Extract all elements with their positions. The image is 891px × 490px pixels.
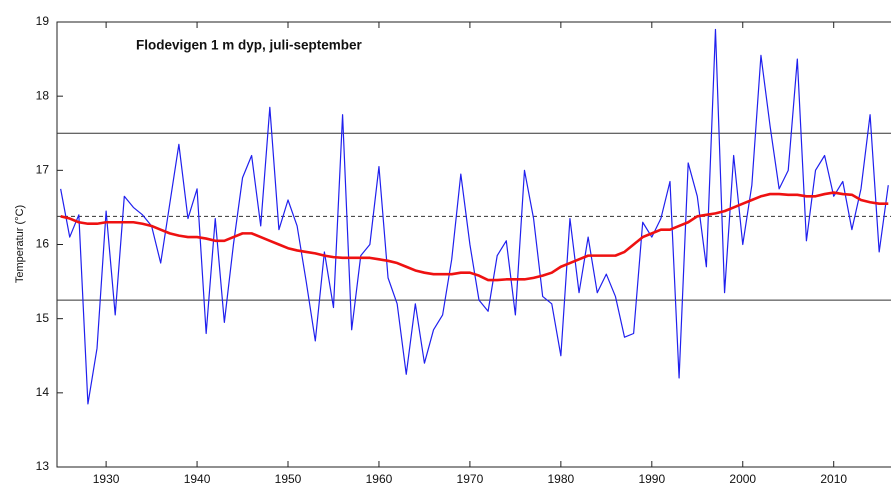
y-tick-label: 16 [36, 237, 50, 251]
x-tick-label: 1970 [457, 472, 484, 486]
y-tick-label: 14 [36, 385, 50, 399]
x-tick-label: 1930 [93, 472, 120, 486]
x-tick-label: 1950 [275, 472, 302, 486]
x-tick-label: 2010 [820, 472, 847, 486]
chart-title: Flodevigen 1 m dyp, juli-september [136, 38, 363, 53]
y-axis-label: Temperatur (°C) [14, 205, 26, 283]
y-tick-label: 13 [36, 459, 50, 473]
y-tick-label: 15 [36, 311, 50, 325]
x-tick-label: 1980 [548, 472, 575, 486]
series-line [60, 28, 889, 405]
x-tick-label: 2000 [729, 472, 756, 486]
series-line [60, 191, 889, 282]
x-tick-label: 1960 [366, 472, 393, 486]
y-tick-label: 17 [36, 163, 50, 177]
plot-frame [56, 21, 891, 468]
x-tick-label: 1940 [184, 472, 211, 486]
y-tick-label: 19 [36, 14, 50, 28]
x-tick-label: 1990 [638, 472, 665, 486]
y-tick-label: 18 [36, 88, 50, 102]
